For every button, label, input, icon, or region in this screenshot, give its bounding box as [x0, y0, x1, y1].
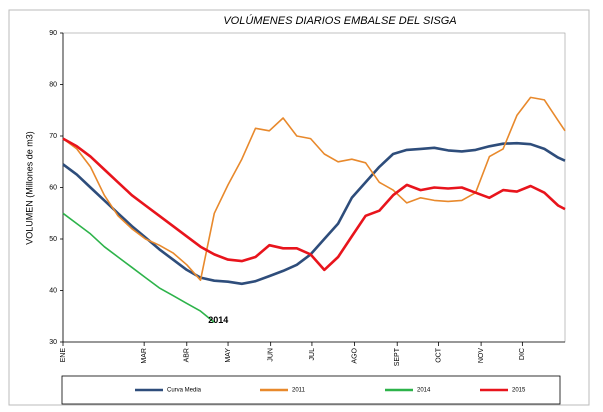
y-tick-label: 90 [49, 30, 57, 37]
x-tick-label: NOV [478, 348, 485, 364]
series-line [62, 137, 566, 272]
series-line [62, 212, 215, 324]
y-axis-label: VOLUMEN (Millones de m3) [24, 131, 34, 245]
legend-label: Curva Media [167, 388, 202, 394]
series-line [62, 141, 566, 286]
legend-label: 2015 [512, 388, 526, 394]
x-tick-label: ABR [184, 348, 191, 362]
plot-area [62, 32, 566, 343]
x-tick-label: MAR [141, 348, 148, 364]
x-tick-label: DIC [519, 348, 526, 360]
x-tick-label: JUL [309, 348, 316, 361]
x-tick-label: SEPT [394, 347, 401, 366]
series-line [62, 96, 566, 281]
legend-label: 2014 [417, 388, 431, 394]
y-tick-label: 30 [49, 339, 57, 346]
x-tick-label: JUN [268, 348, 275, 362]
annotation: 2014 [208, 315, 228, 325]
legend-label: 2011 [292, 388, 306, 394]
x-tick-label: AGO [351, 347, 358, 363]
x-tick-label: ENE [60, 348, 67, 363]
x-tick-label: OCT [435, 347, 442, 363]
chart-frame [8, 9, 590, 406]
y-tick-label: 80 [49, 81, 57, 88]
y-tick-label: 60 [49, 184, 57, 191]
chart-title: VOLÚMENES DIARIOS EMBALSE DEL SISGA [223, 14, 456, 27]
y-tick-label: 50 [49, 236, 57, 243]
y-tick-label: 70 [49, 133, 57, 140]
x-tick-label: MAY [225, 348, 232, 363]
legend-box [61, 375, 561, 405]
y-tick-label: 40 [49, 287, 57, 294]
